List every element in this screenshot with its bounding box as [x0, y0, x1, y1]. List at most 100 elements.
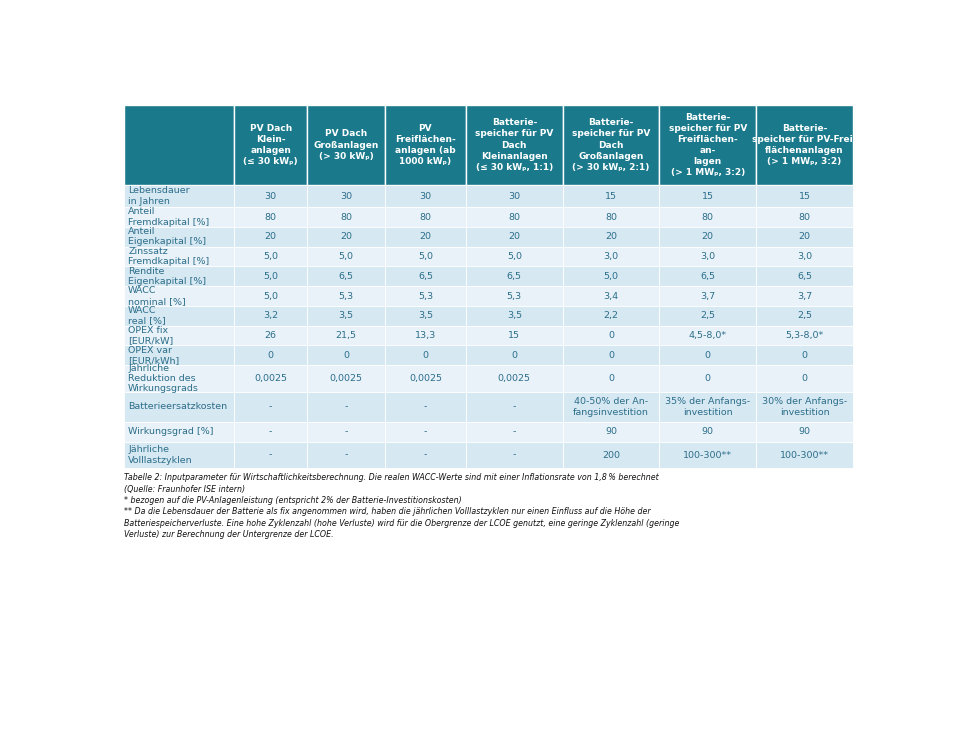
- Text: 2,5: 2,5: [797, 311, 812, 320]
- Bar: [307, 185, 385, 207]
- Bar: [756, 286, 852, 306]
- Text: 0: 0: [802, 351, 807, 360]
- Bar: [385, 365, 466, 392]
- Bar: [234, 227, 307, 247]
- Bar: [307, 345, 385, 365]
- Bar: [124, 266, 234, 286]
- Bar: [660, 365, 756, 392]
- Text: 6,5: 6,5: [700, 271, 715, 280]
- Bar: [385, 286, 466, 306]
- Bar: [385, 345, 466, 365]
- Text: 80: 80: [605, 213, 617, 222]
- Text: -: -: [345, 451, 348, 460]
- Bar: [307, 442, 385, 468]
- Bar: [660, 422, 756, 442]
- Text: PV
Freiflächen-
anlagen (ab
1000 kWₚ): PV Freiflächen- anlagen (ab 1000 kWₚ): [395, 124, 456, 166]
- Bar: [660, 185, 756, 207]
- Text: 30: 30: [340, 192, 352, 201]
- Text: Tabelle 2: Inputparameter für Wirtschaftlichkeitsberechnung. Die realen WACC-Wer: Tabelle 2: Inputparameter für Wirtschaft…: [124, 473, 679, 539]
- Text: 5,0: 5,0: [263, 292, 278, 301]
- Text: 80: 80: [509, 213, 520, 222]
- Text: 0: 0: [608, 351, 614, 360]
- Text: 0: 0: [705, 374, 710, 383]
- Bar: [756, 422, 852, 442]
- Text: 0: 0: [608, 331, 614, 340]
- Bar: [124, 365, 234, 392]
- Bar: [234, 105, 307, 185]
- Bar: [563, 105, 660, 185]
- Text: 3,2: 3,2: [263, 311, 278, 320]
- Bar: [563, 185, 660, 207]
- Text: 6,5: 6,5: [797, 271, 812, 280]
- Text: 35% der Anfangs-
investition: 35% der Anfangs- investition: [665, 397, 751, 417]
- Text: 5,3: 5,3: [507, 292, 522, 301]
- Bar: [234, 345, 307, 365]
- Text: 21,5: 21,5: [336, 331, 357, 340]
- Text: -: -: [269, 451, 273, 460]
- Bar: [234, 247, 307, 266]
- Bar: [124, 442, 234, 468]
- Bar: [660, 392, 756, 422]
- Text: 0,0025: 0,0025: [254, 374, 287, 383]
- Bar: [756, 266, 852, 286]
- Bar: [307, 227, 385, 247]
- Text: 2,2: 2,2: [604, 311, 618, 320]
- Bar: [307, 247, 385, 266]
- Bar: [756, 247, 852, 266]
- Text: PV Dach
Großanlagen
(> 30 kWₚ): PV Dach Großanlagen (> 30 kWₚ): [314, 130, 379, 161]
- Text: 0: 0: [343, 351, 349, 360]
- Text: 20: 20: [420, 232, 431, 241]
- Bar: [124, 306, 234, 326]
- Text: WACC
nominal [%]: WACC nominal [%]: [129, 287, 186, 305]
- Bar: [563, 227, 660, 247]
- Bar: [307, 365, 385, 392]
- Bar: [385, 185, 466, 207]
- Bar: [756, 227, 852, 247]
- Text: 80: 80: [420, 213, 431, 222]
- Text: 3,5: 3,5: [339, 311, 353, 320]
- Bar: [756, 345, 852, 365]
- Text: Rendite
Eigenkapital [%]: Rendite Eigenkapital [%]: [129, 267, 206, 286]
- Bar: [124, 185, 234, 207]
- Bar: [307, 286, 385, 306]
- Text: 5,0: 5,0: [604, 271, 618, 280]
- Text: 5,0: 5,0: [507, 252, 522, 261]
- Text: 3,0: 3,0: [700, 252, 715, 261]
- Text: 20: 20: [799, 232, 810, 241]
- Text: 30% der Anfangs-
investition: 30% der Anfangs- investition: [762, 397, 847, 417]
- Text: 0: 0: [608, 374, 614, 383]
- Bar: [756, 392, 852, 422]
- Text: 100-300**: 100-300**: [684, 451, 732, 460]
- Bar: [124, 392, 234, 422]
- Text: Anteil
Eigenkapital [%]: Anteil Eigenkapital [%]: [129, 227, 206, 247]
- Bar: [307, 266, 385, 286]
- Bar: [660, 286, 756, 306]
- Text: 5,3: 5,3: [418, 292, 433, 301]
- Text: 20: 20: [509, 232, 520, 241]
- Bar: [660, 442, 756, 468]
- Bar: [124, 105, 234, 185]
- Text: 80: 80: [265, 213, 276, 222]
- Text: 5,0: 5,0: [418, 252, 433, 261]
- Text: -: -: [423, 428, 427, 437]
- Text: 90: 90: [605, 428, 617, 437]
- Text: 5,0: 5,0: [263, 252, 278, 261]
- Bar: [466, 266, 563, 286]
- Bar: [307, 326, 385, 345]
- Text: OPEX var
[EUR/kWh]: OPEX var [EUR/kWh]: [129, 345, 180, 365]
- Bar: [660, 266, 756, 286]
- Bar: [660, 345, 756, 365]
- Text: WACC
real [%]: WACC real [%]: [129, 306, 166, 326]
- Text: Batterie-
speicher für PV
Freiflächen-
an-
lagen
(> 1 MWₚ, 3:2): Batterie- speicher für PV Freiflächen- a…: [668, 113, 747, 177]
- Text: 0,0025: 0,0025: [329, 374, 363, 383]
- Bar: [234, 442, 307, 468]
- Bar: [756, 207, 852, 227]
- Bar: [756, 105, 852, 185]
- Text: 80: 80: [799, 213, 810, 222]
- Bar: [466, 247, 563, 266]
- Text: 0,0025: 0,0025: [498, 374, 531, 383]
- Text: -: -: [423, 403, 427, 412]
- Bar: [660, 247, 756, 266]
- Text: 90: 90: [702, 428, 713, 437]
- Text: 15: 15: [799, 192, 810, 201]
